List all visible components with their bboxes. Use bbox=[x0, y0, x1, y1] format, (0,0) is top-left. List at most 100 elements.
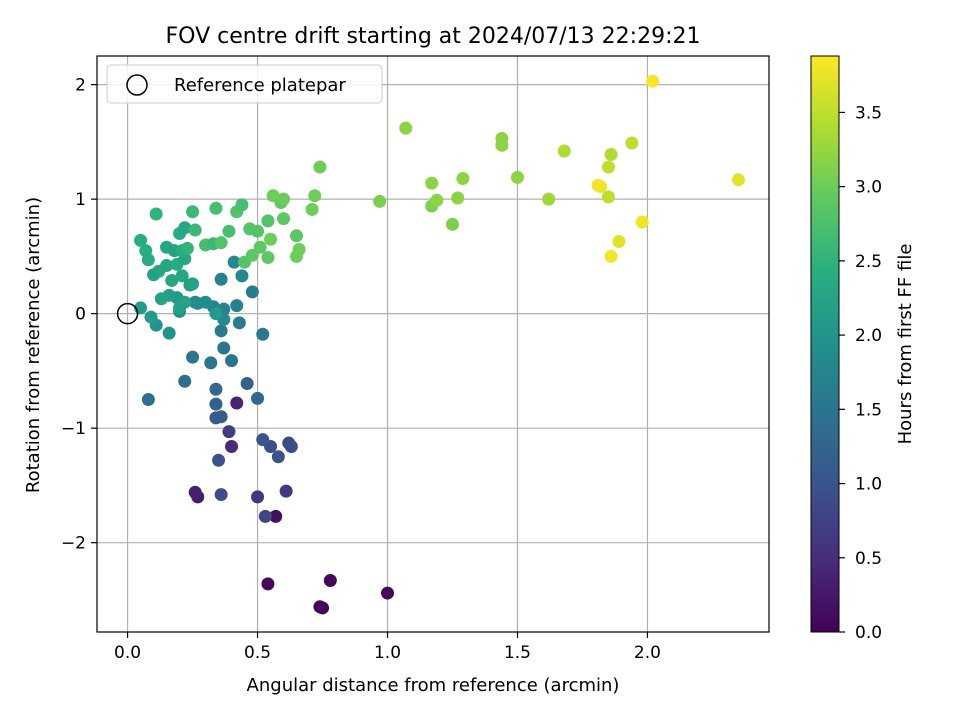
colorbar-tick-label: 0.0 bbox=[855, 623, 882, 643]
data-point bbox=[232, 316, 246, 330]
chart-title: FOV centre drift starting at 2024/07/13 … bbox=[166, 24, 701, 49]
colorbar-tick-label: 3.5 bbox=[855, 103, 882, 123]
data-point bbox=[290, 249, 304, 263]
data-point bbox=[204, 356, 218, 370]
x-axis-label: Angular distance from reference (arcmin) bbox=[247, 675, 620, 696]
data-point bbox=[225, 439, 239, 453]
legend-marker-open-circle bbox=[126, 74, 148, 96]
data-point bbox=[186, 205, 200, 219]
x-tick-label: 2.0 bbox=[634, 643, 661, 663]
data-point bbox=[445, 217, 459, 231]
data-point bbox=[240, 377, 254, 391]
data-point bbox=[510, 170, 524, 184]
colorbar-label: Hours from first FF file bbox=[895, 244, 916, 445]
data-point bbox=[230, 299, 244, 313]
data-point bbox=[144, 310, 158, 324]
data-point bbox=[308, 189, 322, 203]
data-point bbox=[245, 248, 259, 262]
data-point bbox=[134, 233, 148, 247]
data-point bbox=[601, 160, 615, 174]
data-point bbox=[594, 180, 608, 194]
x-tick-label: 0.0 bbox=[114, 643, 141, 663]
y-axis-ticks: −2 −1 0 1 2 bbox=[61, 76, 97, 554]
data-point bbox=[612, 235, 626, 249]
data-point bbox=[646, 74, 660, 88]
colorbar-tick-label: 0.5 bbox=[855, 549, 882, 569]
data-point bbox=[217, 341, 231, 355]
colorbar-tick-label: 3.0 bbox=[855, 178, 882, 198]
reference-platepar-point bbox=[116, 302, 139, 325]
data-point bbox=[313, 160, 327, 174]
data-point bbox=[251, 224, 265, 238]
data-point bbox=[261, 251, 275, 265]
data-point bbox=[214, 410, 228, 424]
x-tick-label: 0.5 bbox=[244, 643, 271, 663]
data-point bbox=[557, 144, 571, 158]
data-point bbox=[256, 327, 270, 341]
data-point bbox=[173, 301, 187, 315]
data-point bbox=[162, 326, 176, 340]
data-point bbox=[227, 255, 241, 269]
data-point bbox=[165, 273, 179, 287]
data-point bbox=[214, 272, 228, 286]
colorbar-tick-label: 1.0 bbox=[855, 475, 882, 495]
data-point bbox=[178, 221, 192, 235]
colorbar-ticks: 0.0 0.5 1.0 1.5 2.0 2.5 3.0 3.5 bbox=[839, 103, 882, 643]
data-point bbox=[225, 354, 239, 368]
data-point bbox=[180, 241, 194, 255]
y-axis-label: Rotation from reference (arcmin) bbox=[23, 197, 44, 493]
colorbar-tick-label: 2.0 bbox=[855, 326, 882, 346]
data-point bbox=[253, 240, 267, 254]
data-point bbox=[209, 397, 223, 411]
data-point bbox=[214, 236, 228, 250]
data-point bbox=[222, 425, 236, 439]
data-point bbox=[625, 136, 639, 150]
data-point bbox=[258, 509, 272, 523]
data-point bbox=[256, 433, 270, 447]
colorbar-tick-label: 2.5 bbox=[855, 252, 882, 272]
data-point bbox=[251, 391, 265, 405]
x-tick-label: 1.0 bbox=[374, 643, 401, 663]
data-point bbox=[235, 269, 249, 283]
data-point bbox=[399, 121, 413, 135]
data-point bbox=[425, 176, 439, 190]
data-point bbox=[141, 393, 155, 407]
data-point bbox=[373, 194, 387, 208]
data-point bbox=[495, 131, 509, 145]
data-point bbox=[451, 191, 465, 205]
data-point bbox=[323, 573, 337, 587]
x-tick-label: 1.5 bbox=[504, 643, 531, 663]
data-point bbox=[186, 350, 200, 364]
data-point bbox=[188, 223, 202, 237]
data-point bbox=[456, 172, 470, 186]
data-point bbox=[542, 192, 556, 206]
data-point bbox=[284, 439, 298, 453]
colorbar bbox=[810, 55, 840, 633]
data-point bbox=[175, 269, 189, 283]
data-point bbox=[269, 509, 283, 523]
y-tick-label: 0 bbox=[75, 305, 86, 325]
data-point bbox=[601, 190, 615, 204]
data-point bbox=[277, 192, 291, 206]
data-point bbox=[245, 285, 259, 299]
y-tick-label: −2 bbox=[61, 534, 86, 554]
data-point bbox=[635, 215, 649, 229]
data-point bbox=[604, 147, 618, 161]
data-point bbox=[279, 484, 293, 498]
legend-label: Reference platepar bbox=[174, 75, 346, 96]
data-point bbox=[251, 490, 265, 504]
data-point bbox=[230, 396, 244, 410]
data-point bbox=[313, 600, 327, 614]
data-point bbox=[277, 212, 291, 226]
data-point bbox=[731, 173, 745, 187]
data-point bbox=[188, 485, 202, 499]
legend: Reference platepar bbox=[106, 64, 383, 104]
data-point bbox=[261, 214, 275, 228]
data-point bbox=[264, 232, 278, 246]
data-point bbox=[209, 201, 223, 215]
data-point bbox=[178, 374, 192, 388]
legend-box bbox=[106, 64, 383, 104]
data-point bbox=[222, 224, 236, 238]
